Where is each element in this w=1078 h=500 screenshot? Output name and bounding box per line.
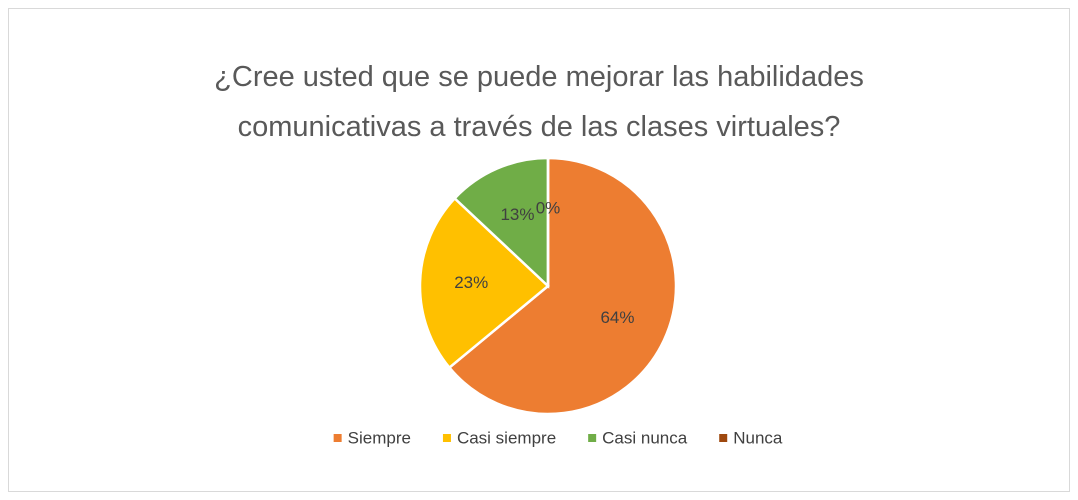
legend-marker	[442, 434, 451, 442]
pie-slice	[447, 156, 678, 416]
legend-label: Casi siempre	[457, 428, 556, 447]
legend-label: Casi nunca	[602, 428, 688, 447]
data-label: 13%	[500, 205, 534, 224]
chart-title: ¿Cree usted que se puede mejorar las hab…	[214, 61, 864, 143]
pie-slice	[418, 196, 550, 370]
legend-label: Siempre	[348, 428, 411, 447]
data-label: 23%	[454, 273, 488, 292]
legend-marker	[333, 434, 342, 442]
pie-slice	[452, 156, 550, 289]
data-label: 64%	[600, 308, 634, 327]
legend-marker	[588, 434, 597, 442]
legend-label: Nunca	[733, 428, 783, 447]
legend-marker	[719, 434, 728, 442]
data-label: 0%	[536, 199, 561, 218]
